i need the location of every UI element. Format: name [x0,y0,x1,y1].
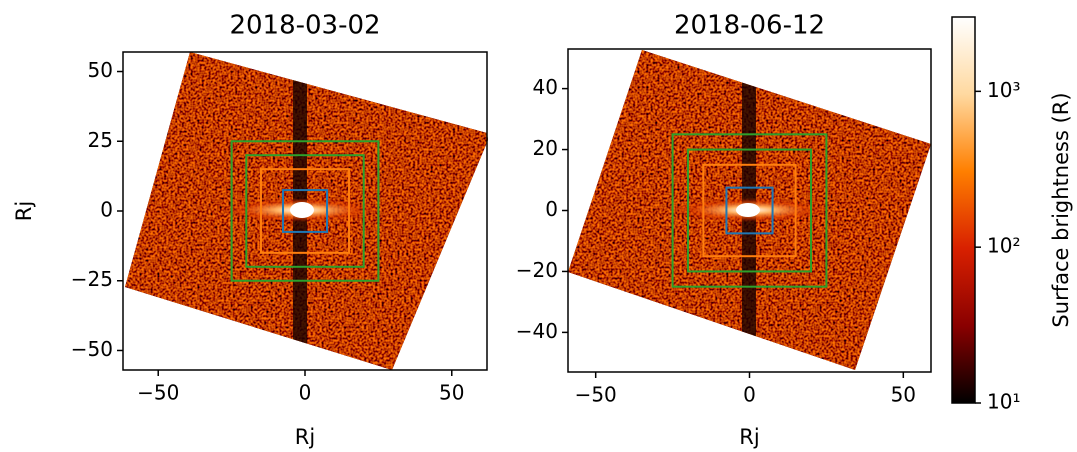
y-tick-label: 25 [88,128,113,152]
y-axis-label: Rj [12,201,36,221]
region-box [281,189,329,233]
x-tick-label: 0 [743,383,756,407]
chart-title: 2018-06-12 [674,11,825,41]
region-box [671,133,828,288]
region-box [245,154,365,268]
colorbar-label: Surface brightness (R) [1049,92,1073,327]
x-tick-label: 50 [891,383,916,407]
colorbar-tick-label: 10² [987,234,1020,258]
x-tick-label: 0 [299,381,312,405]
y-tick-label: 50 [88,58,113,82]
x-axis-label: Rj [739,425,759,449]
image-pixels [125,52,488,370]
region-box [230,140,380,282]
y-tick-label: 0 [545,197,558,221]
region-box [686,148,813,273]
y-tick-label: 0 [100,198,113,222]
y-tick-label: 20 [533,136,558,160]
y-tick-label: −50 [71,337,113,361]
y-tick-label: −20 [516,258,558,282]
x-tick-label: −50 [575,383,617,407]
region-box [725,186,774,235]
x-axis-label: Rj [295,425,315,449]
region-box [702,163,797,258]
x-tick-label: −50 [137,381,179,405]
colorbar-tick-label: 10¹ [987,390,1020,414]
y-tick-label: 40 [533,75,558,99]
image-pixels [568,50,931,370]
y-tick-label: −40 [516,319,558,343]
region-box [259,168,351,254]
chart-title: 2018-03-02 [229,11,380,41]
x-tick-label: 50 [439,381,464,405]
y-tick-label: −25 [71,267,113,291]
colorbar-tick-label: 10³ [987,78,1020,102]
colorbar [951,16,976,404]
